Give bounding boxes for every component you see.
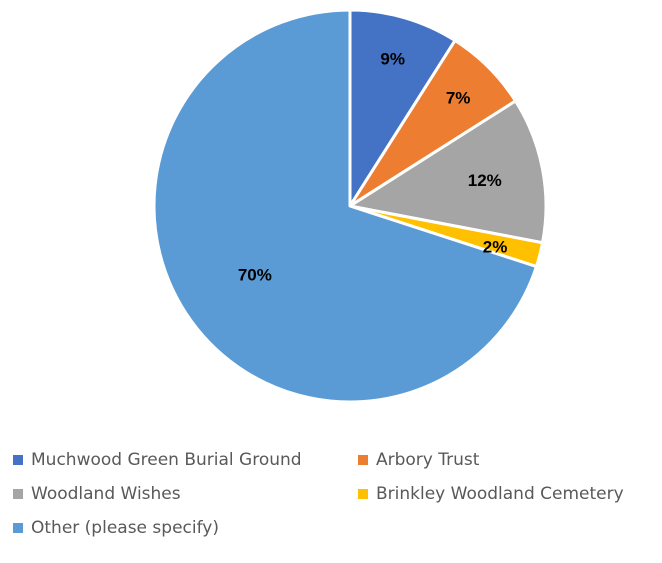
data-label-other-please-specify: 70% xyxy=(238,266,272,285)
legend-label-brinkley: Brinkley Woodland Cemetery xyxy=(376,484,624,504)
legend-label-muchwood: Muchwood Green Burial Ground xyxy=(31,450,302,470)
legend-swatch-arbory xyxy=(358,455,368,465)
data-label-muchwood-green-burial-ground: 9% xyxy=(380,50,405,69)
legend-swatch-brinkley xyxy=(358,489,368,499)
data-label-woodland-wishes: 12% xyxy=(468,171,502,190)
data-label-arbory-trust: 7% xyxy=(446,88,471,107)
legend-label-other: Other (please specify) xyxy=(31,518,219,538)
legend-item-brinkley: Brinkley Woodland Cemetery xyxy=(358,482,624,506)
chart-legend: Muchwood Green Burial Ground Arbory Trus… xyxy=(13,448,662,558)
legend-item-woodland-wishes: Woodland Wishes xyxy=(13,482,181,506)
legend-swatch-woodland-wishes xyxy=(13,489,23,499)
data-label-brinkley-woodland-cemetery: 2% xyxy=(483,237,508,256)
legend-label-arbory: Arbory Trust xyxy=(376,450,479,470)
legend-swatch-muchwood xyxy=(13,455,23,465)
legend-item-other: Other (please specify) xyxy=(13,516,219,540)
pie-chart: 9% 7% 12% 2% 70% xyxy=(0,0,662,410)
legend-item-muchwood: Muchwood Green Burial Ground xyxy=(13,448,302,472)
legend-swatch-other xyxy=(13,523,23,533)
legend-label-woodland-wishes: Woodland Wishes xyxy=(31,484,181,504)
legend-item-arbory: Arbory Trust xyxy=(358,448,479,472)
